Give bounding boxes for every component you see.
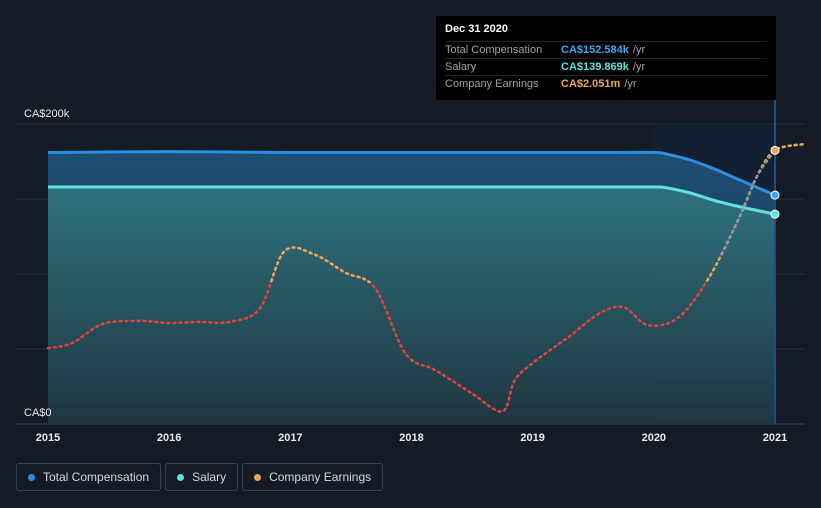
tooltip-row-total-compensation: Total Compensation CA$152.584k /yr: [445, 41, 767, 58]
tooltip-value: CA$152.584k: [561, 44, 629, 56]
tooltip-value: CA$2.051m: [561, 78, 621, 90]
total-compensation-marker: [770, 190, 780, 200]
legend-label: Total Compensation: [43, 470, 150, 484]
x-tick-label: 2017: [278, 432, 302, 444]
legend-label: Company Earnings: [269, 470, 372, 484]
tooltip-unit: /yr: [632, 61, 646, 73]
legend-item-company-earnings[interactable]: Company Earnings: [242, 463, 384, 491]
legend-dot-icon: [177, 473, 185, 481]
salary-marker: [770, 209, 780, 219]
company-earnings-marker: [770, 145, 780, 155]
total-compensation-line: [47, 150, 776, 197]
tooltip-row-salary: Salary CA$139.869k /yr: [445, 58, 767, 75]
tooltip-date: Dec 31 2020: [445, 23, 508, 35]
x-tick-label: 2015: [36, 432, 60, 444]
x-tick-label: 2018: [399, 432, 423, 444]
legend-item-total-compensation[interactable]: Total Compensation: [16, 463, 162, 491]
tooltip-label: Company Earnings: [445, 78, 539, 90]
hover-highlight: [774, 100, 776, 424]
tooltip-unit: /yr: [632, 44, 646, 56]
tooltip-value: CA$139.869k: [561, 61, 629, 73]
tooltip-unit: /yr: [624, 78, 637, 90]
y-tick-label: CA$0: [24, 407, 52, 419]
x-tick-label: 2016: [157, 432, 181, 444]
salary-line: [47, 185, 776, 216]
legend: Total Compensation Salary Company Earnin…: [16, 463, 384, 491]
x-tick-label: 2021: [763, 432, 787, 444]
salary-area: [48, 186, 775, 424]
company-earnings-line: [46, 142, 807, 413]
chart: 2015 2016 2017 2018 2019 2020 2021 CA$0 CA$200k: [16, 100, 807, 444]
legend-dot-icon: [28, 473, 35, 481]
tooltip-label: Salary: [445, 61, 477, 73]
tooltip-label: Total Compensation: [445, 44, 543, 56]
tooltip-row-company-earnings: Company Earnings CA$2.051m /yr: [445, 75, 767, 92]
y-tick-label: CA$200k: [24, 108, 70, 120]
x-tick-label: 2019: [520, 432, 544, 444]
legend-dot-icon: [254, 473, 262, 481]
legend-label: Salary: [192, 470, 227, 484]
legend-item-salary[interactable]: Salary: [165, 463, 239, 491]
x-tick-label: 2020: [642, 432, 666, 444]
tooltip: Dec 31 2020 Total Compensation CA$152.58…: [436, 16, 776, 100]
